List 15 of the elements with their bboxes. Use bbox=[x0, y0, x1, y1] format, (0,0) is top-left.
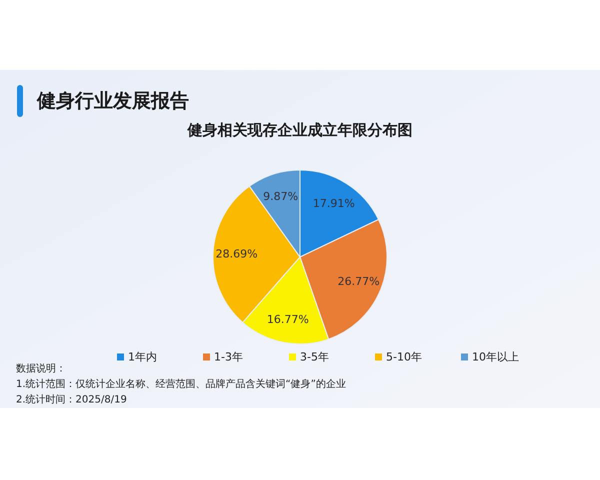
legend-label: 5-10年 bbox=[386, 350, 422, 364]
data-label: 28.69% bbox=[216, 247, 258, 260]
legend-label: 1-3年 bbox=[214, 350, 243, 364]
data-label: 9.87% bbox=[263, 190, 298, 204]
text: 2.统计时间：2025/8/19 bbox=[16, 394, 127, 406]
data-label: 17.91% bbox=[312, 196, 355, 210]
chart-title: 健身行业发展报告 bbox=[36, 90, 189, 112]
data-label: 26.77% bbox=[338, 274, 380, 288]
text: 数据说明： bbox=[16, 362, 66, 374]
chart-subtitle: 健身相关现存企业成立年限分布图 bbox=[186, 121, 412, 139]
legend-label: 1年内 bbox=[128, 350, 157, 364]
data-label: 16.77% bbox=[266, 312, 309, 326]
text: 1.统计范围：仅统计企业名称、经营范围、品牌产品含关键词“健身”的企业 bbox=[16, 378, 346, 390]
legend-label: 3-5年 bbox=[300, 350, 329, 364]
legend-label: 10年以上 bbox=[472, 350, 519, 364]
